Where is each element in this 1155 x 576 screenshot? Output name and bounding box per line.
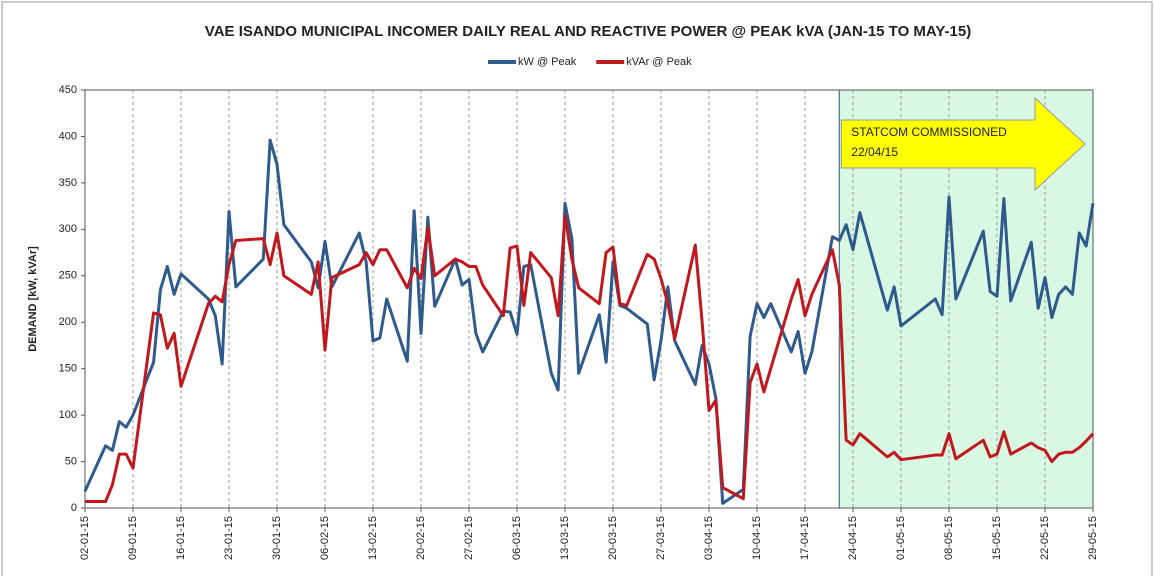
x-tick-label: 06-02-15 (319, 516, 331, 560)
data-line (83, 138, 1095, 505)
y-tick-label: 300 (59, 223, 77, 235)
legend: kW @ Peak kVAr @ Peak (488, 56, 692, 68)
y-tick-label: 100 (59, 409, 77, 421)
annotation-arrow (840, 96, 1086, 192)
y-tick-label: 450 (59, 84, 77, 96)
x-tick-label: 06-03-15 (511, 516, 523, 560)
x-tick-label: 23-01-15 (223, 516, 235, 560)
x-tick-label: 16-01-15 (175, 516, 187, 560)
x-tick-label: 20-03-15 (607, 516, 619, 560)
plot-border (84, 89, 1094, 509)
x-tick-label: 24-04-15 (847, 516, 859, 560)
x-tick-label: 10-04-15 (751, 516, 763, 560)
y-tick-label: 250 (59, 270, 77, 282)
legend-label: kW @ Peak (518, 56, 577, 68)
x-tick-label: 03-04-15 (703, 516, 715, 560)
x-tick-label: 08-05-15 (943, 516, 955, 560)
y-tick-label: 400 (59, 130, 77, 142)
x-tick-label: 02-01-15 (79, 516, 91, 560)
annotation-text: 22/04/15 (851, 145, 898, 159)
legend-label: kVAr @ Peak (626, 56, 692, 68)
x-tick-label: 20-02-15 (415, 516, 427, 560)
x-tick-label: 17-04-15 (799, 516, 811, 560)
x-tick-label: 27-03-15 (655, 516, 667, 560)
x-tick-label: 22-05-15 (1039, 516, 1051, 560)
y-tick-label: 150 (59, 363, 77, 375)
x-tick-label: 13-03-15 (559, 516, 571, 560)
annotation-text: STATCOM COMMISSIONED (851, 125, 1007, 139)
x-tick-label: 30-01-15 (271, 516, 283, 560)
y-axis-label: DEMAND [kW, kVAr] (27, 246, 39, 352)
x-tick-label: 01-05-15 (895, 516, 907, 560)
y-tick-label: 350 (59, 177, 77, 189)
y-tick-label: 200 (59, 316, 77, 328)
x-tick-label: 29-05-15 (1087, 516, 1099, 560)
x-tick-label: 27-02-15 (463, 516, 475, 560)
y-tick-label: 0 (71, 502, 77, 514)
chart-title: VAE ISANDO MUNICIPAL INCOMER DAILY REAL … (205, 23, 971, 40)
x-tick-label: 15-05-15 (991, 516, 1003, 560)
data-line (85, 213, 1095, 503)
y-tick-label: 50 (65, 455, 77, 467)
x-tick-label: 09-01-15 (127, 516, 139, 560)
x-tick-label: 13-02-15 (367, 516, 379, 560)
